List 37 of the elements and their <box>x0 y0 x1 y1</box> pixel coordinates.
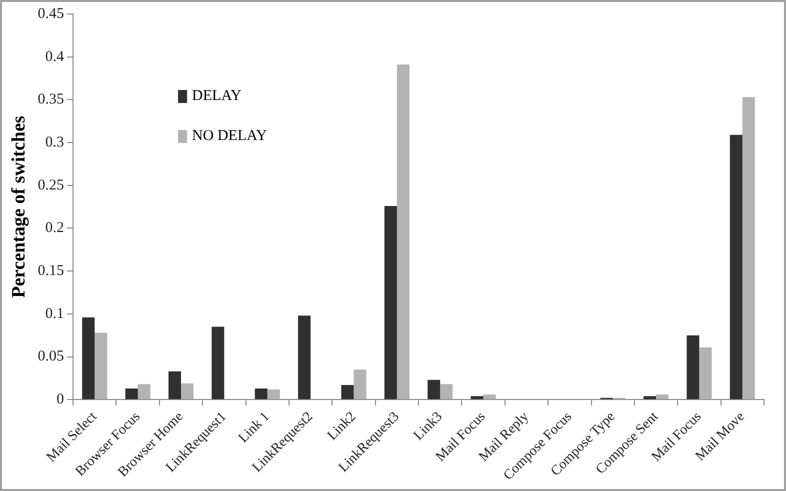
bar <box>254 388 268 400</box>
bar <box>686 335 700 400</box>
y-tick-label: 0.05 <box>38 348 64 365</box>
legend-label: NO DELAY <box>192 128 268 144</box>
bar <box>699 347 712 400</box>
bar <box>168 371 182 400</box>
bar <box>341 385 354 400</box>
bar <box>267 389 280 400</box>
y-tick-label: 0.35 <box>38 92 64 108</box>
bar <box>212 326 224 400</box>
bar <box>94 332 108 400</box>
bar <box>354 370 366 400</box>
bar <box>428 380 440 400</box>
bar <box>730 134 742 400</box>
bar <box>470 396 484 400</box>
y-tick-label: 0.2 <box>45 220 64 236</box>
bar <box>440 384 453 400</box>
bar <box>138 384 150 400</box>
bar <box>384 206 397 400</box>
bar <box>298 316 311 400</box>
bar <box>742 97 755 400</box>
y-tick-label: 0.3 <box>45 134 64 150</box>
y-tick-label: 0.4 <box>45 48 65 65</box>
bar <box>396 64 410 400</box>
y-tick-label: 0.25 <box>38 177 64 194</box>
bar <box>644 396 656 400</box>
bar <box>656 394 669 400</box>
y-tick-label: 0 <box>56 392 64 408</box>
bar <box>82 317 95 400</box>
y-axis-title: Percentage of switches <box>8 116 30 298</box>
bar <box>483 394 496 400</box>
legend-label: DELAY <box>192 88 242 104</box>
y-tick-label: 0.15 <box>38 263 64 279</box>
bar <box>125 388 138 400</box>
bar <box>181 383 194 400</box>
y-tick-label: 0.1 <box>45 306 64 322</box>
y-tick-label: 0.45 <box>38 6 64 22</box>
